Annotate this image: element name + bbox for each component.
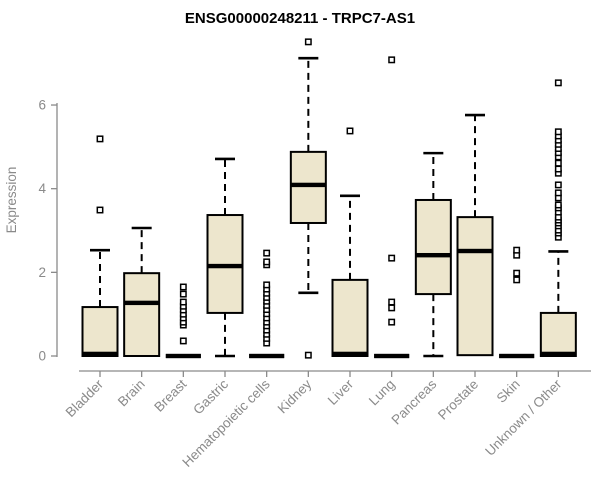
x-tick-label: Skin xyxy=(494,377,523,406)
y-tick-label: 6 xyxy=(38,98,46,113)
outlier-point xyxy=(554,128,562,136)
box xyxy=(456,216,494,357)
outlier-point xyxy=(388,304,396,312)
outlier-point xyxy=(263,258,271,266)
outlier-point xyxy=(513,246,521,254)
median-line xyxy=(124,300,160,306)
outlier-point xyxy=(554,159,562,167)
y-tick-label: 0 xyxy=(38,349,46,364)
median-line xyxy=(540,351,576,357)
chart-title: ENSG00000248211 - TRPC7-AS1 xyxy=(185,10,415,27)
y-tick-label: 4 xyxy=(38,181,46,196)
x-tick-label: Pancreas xyxy=(389,376,440,427)
outlier-point xyxy=(554,181,562,189)
x-tick-label: Gastric xyxy=(190,376,231,417)
x-tick-label: Liver xyxy=(325,376,357,408)
box xyxy=(539,311,577,357)
x-tick-label: Lung xyxy=(366,377,398,409)
outlier-point xyxy=(554,79,562,87)
median-line xyxy=(499,353,535,359)
outlier-point xyxy=(513,269,521,277)
box xyxy=(123,272,161,358)
median-line xyxy=(207,263,243,269)
outlier-point xyxy=(263,281,271,289)
y-axis-title: Expression xyxy=(4,167,19,234)
x-tick-label: Prostate xyxy=(435,377,481,423)
outlier-point xyxy=(96,135,104,143)
median-line xyxy=(165,353,201,359)
box xyxy=(81,306,119,357)
x-tick-label: Unknown / Other xyxy=(482,376,565,459)
box xyxy=(414,198,452,296)
x-tick-label: Brain xyxy=(115,377,148,410)
outlier-point xyxy=(179,298,187,306)
outlier-point xyxy=(346,127,354,135)
outlier-point xyxy=(179,337,187,345)
outlier-point xyxy=(263,249,271,257)
outlier-point xyxy=(554,189,562,197)
median-line xyxy=(457,248,493,254)
median-line xyxy=(290,182,326,188)
x-tick-label: Bladder xyxy=(63,376,107,420)
outlier-point xyxy=(179,290,187,298)
x-tick-label: Kidney xyxy=(275,376,315,416)
outlier-point xyxy=(554,165,562,173)
box xyxy=(331,278,369,357)
median-line xyxy=(82,351,118,357)
median-line xyxy=(332,351,368,357)
outlier-point xyxy=(304,38,312,46)
y-tick-label: 2 xyxy=(38,265,46,280)
outlier-point xyxy=(388,298,396,306)
outlier-point xyxy=(96,206,104,214)
outlier-point xyxy=(388,56,396,64)
median-line xyxy=(415,252,451,258)
x-tick-label: Breast xyxy=(151,376,189,414)
median-line xyxy=(374,353,410,359)
outlier-point xyxy=(179,283,187,291)
box xyxy=(289,150,327,224)
outlier-point xyxy=(388,254,396,262)
outlier-point xyxy=(304,351,312,359)
median-line xyxy=(249,353,285,359)
outlier-point xyxy=(388,318,396,326)
outlier-point xyxy=(554,201,562,209)
outlier-point xyxy=(513,276,521,284)
